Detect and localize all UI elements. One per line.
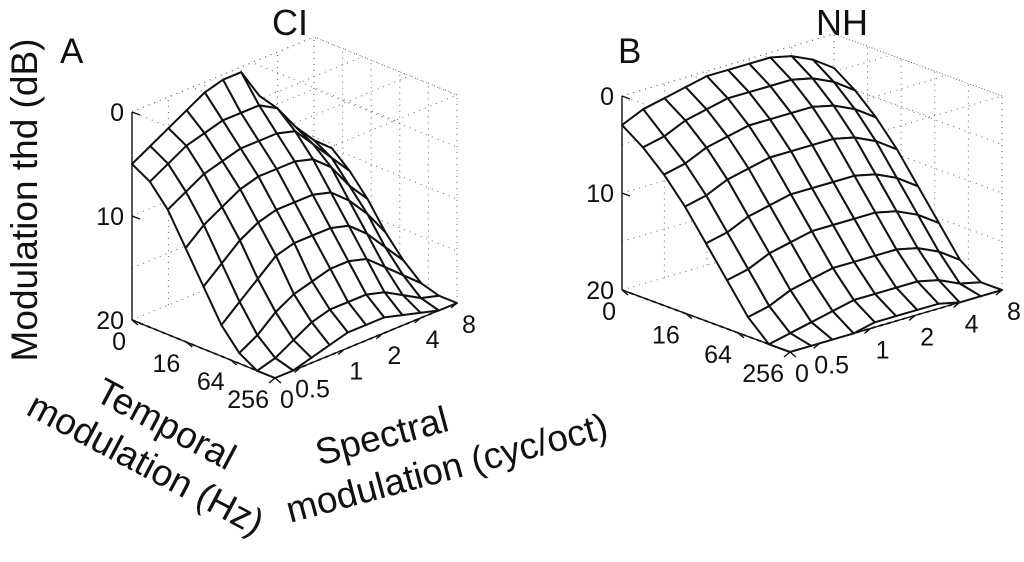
panel-a-surface <box>131 71 458 379</box>
panel-b-surface <box>621 55 1003 353</box>
spectral-tick-label: 4 <box>426 326 440 354</box>
spectral-tick-label: 4 <box>965 310 979 338</box>
y-axis-label: Modulation thd (dB) <box>4 39 45 362</box>
spectral-tick-label: 2 <box>387 342 401 370</box>
spectral-tick <box>294 366 301 374</box>
z-tick-label: 20 <box>96 307 124 335</box>
temporal-tick <box>274 377 282 384</box>
spectral-tick <box>783 351 791 358</box>
temporal-tick-label: 256 <box>742 360 784 388</box>
z-tick-label: 10 <box>586 180 614 208</box>
spectral-tick-label: 0.5 <box>295 376 330 404</box>
z-tick-label: 0 <box>600 83 614 111</box>
z-tick-label: 0 <box>110 99 124 127</box>
spectral-tick-label: 1 <box>876 336 890 364</box>
floor-gridline <box>621 33 835 97</box>
z-tick <box>621 192 631 197</box>
temporal-tick-label: 16 <box>153 350 181 378</box>
z-gridline <box>131 36 458 113</box>
surface-cell <box>256 357 295 379</box>
temporal-tick-label: 0 <box>112 328 126 356</box>
spectral-tick <box>908 314 916 321</box>
spectral-tick-label: 1 <box>349 358 363 386</box>
spectral-tick-label: 0 <box>795 360 809 388</box>
spectral-tick-label: 8 <box>1007 298 1021 326</box>
temporal-tick <box>737 332 745 339</box>
temporal-tick-label: 0 <box>602 298 616 326</box>
z-tick <box>621 95 631 100</box>
spectral-tick <box>375 333 383 340</box>
floor-gridline <box>313 36 458 96</box>
panel-b-title: NH <box>816 2 868 43</box>
floor-gridline <box>833 33 1003 97</box>
temporal-tick-label: 16 <box>652 322 680 350</box>
temporal-tick-label: 64 <box>704 341 732 369</box>
spectral-tick-label: 8 <box>462 311 476 339</box>
z-tick-label: 10 <box>96 203 124 231</box>
spectral-tick-label: 2 <box>920 323 934 351</box>
panel-a: A CI Temporal modulation (Hz) Spectral m… <box>21 2 612 543</box>
z-tick <box>131 111 141 116</box>
z-tick <box>131 215 141 220</box>
temporal-tick-label: 64 <box>197 368 225 396</box>
panel-b-letter: B <box>618 32 641 71</box>
panel-a-title: CI <box>272 2 308 43</box>
panel-a-letter: A <box>60 32 84 71</box>
temporal-tick <box>685 313 693 320</box>
surface-cell <box>768 332 813 353</box>
spectral-tick <box>414 317 422 324</box>
temporal-tick-label: 256 <box>227 386 269 414</box>
spectral-tick-label: 0 <box>280 386 294 414</box>
z-tick-label: 20 <box>586 277 614 305</box>
temporal-tick <box>789 351 797 358</box>
spectral-tick <box>864 327 872 334</box>
spectral-tick <box>268 377 276 384</box>
spectral-tick-label: 0.5 <box>814 351 849 379</box>
